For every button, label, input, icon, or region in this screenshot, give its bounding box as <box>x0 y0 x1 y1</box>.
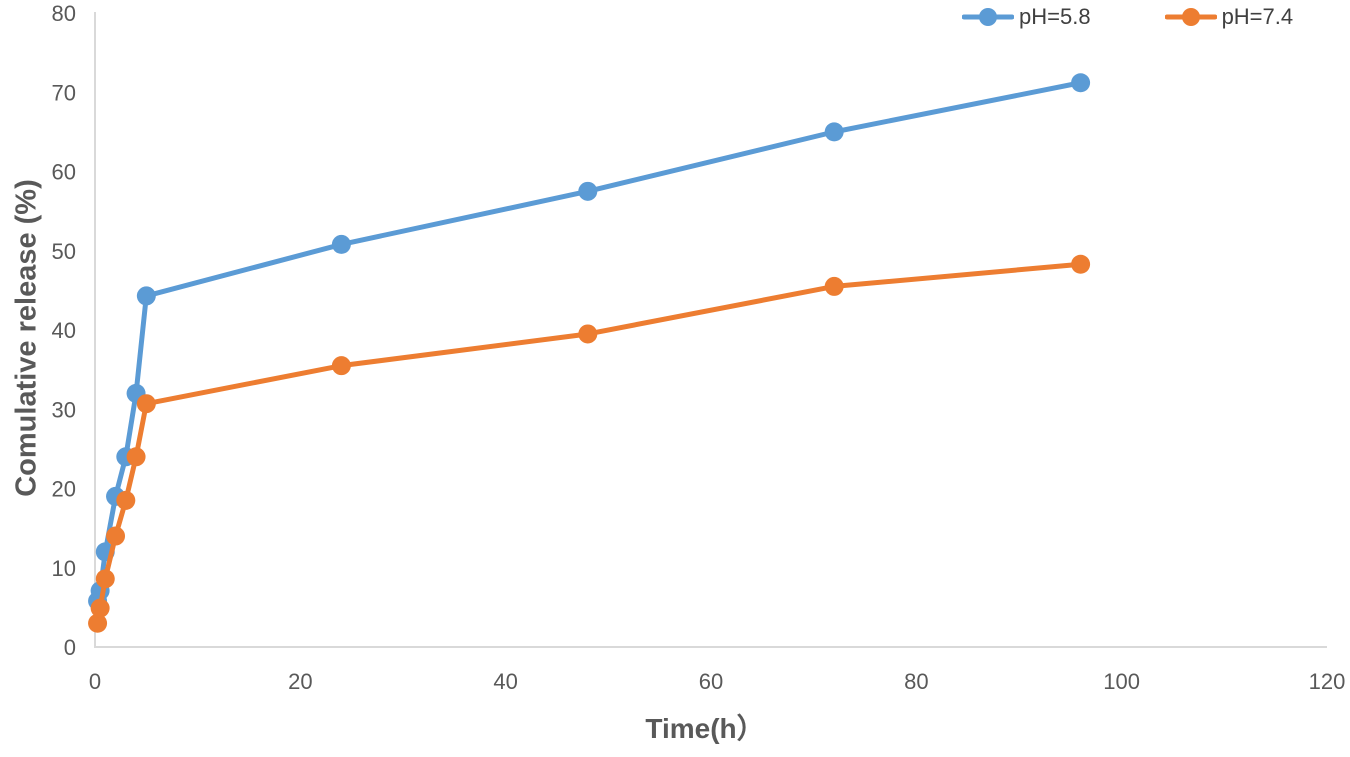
x-axis-title: Time(h） <box>645 713 765 744</box>
data-point-pH=5.8-x48 <box>578 181 598 201</box>
y-tick-label: 70 <box>52 80 76 105</box>
legend-item-ph-5.8: pH=5.8 <box>962 3 1091 31</box>
x-tick-label: 40 <box>493 669 517 694</box>
data-point-pH=7.4-x5 <box>136 394 156 414</box>
y-tick-label: 20 <box>52 477 76 502</box>
data-point-pH=7.4-x0.25 <box>88 613 108 633</box>
data-point-pH=7.4-x48 <box>578 324 598 344</box>
data-point-pH=7.4-x3 <box>116 490 136 510</box>
chart-legend: pH=5.8 pH=7.4 <box>962 3 1293 31</box>
y-tick-label: 50 <box>52 239 76 264</box>
x-tick-label: 20 <box>288 669 312 694</box>
data-point-pH=7.4-x4 <box>126 447 146 467</box>
y-tick-label: 0 <box>64 635 76 660</box>
legend-circle <box>1181 8 1200 26</box>
data-point-pH=5.8-x72 <box>824 122 844 142</box>
data-point-pH=7.4-x1 <box>95 569 115 589</box>
data-point-pH=7.4-x24 <box>331 356 351 376</box>
data-point-pH=5.8-x24 <box>331 234 351 254</box>
y-axis-title: Comulative release (%) <box>10 179 43 497</box>
x-tick-label: 60 <box>699 669 723 694</box>
y-tick-label: 10 <box>52 556 76 581</box>
legend-marker-icon <box>962 8 1014 26</box>
y-tick-label: 40 <box>52 318 76 343</box>
series-line-pH=7.4 <box>95 261 1084 626</box>
y-tick-label: 60 <box>52 160 76 185</box>
data-point-pH=5.8-x5 <box>136 286 156 306</box>
legend-item-ph-7.4: pH=7.4 <box>1164 3 1294 31</box>
data-point-pH=7.4-x72 <box>824 276 844 296</box>
legend-label: pH=7.4 <box>1221 4 1294 29</box>
legend-circle <box>979 8 997 26</box>
data-point-pH=7.4-x96 <box>1071 254 1091 274</box>
y-tick-label: 80 <box>52 1 76 26</box>
data-point-pH=5.8-x96 <box>1071 73 1091 93</box>
x-tick-label: 0 <box>89 669 101 694</box>
y-tick-label: 30 <box>52 397 76 422</box>
x-tick-label: 100 <box>1103 669 1140 694</box>
legend-marker-icon <box>1164 8 1217 26</box>
data-point-pH=7.4-x0.5 <box>90 598 110 618</box>
x-tick-label: 120 <box>1309 669 1346 694</box>
legend-label: pH=5.8 <box>1019 4 1091 29</box>
data-point-pH=7.4-x2 <box>106 526 126 546</box>
x-tick-label: 80 <box>904 669 928 694</box>
